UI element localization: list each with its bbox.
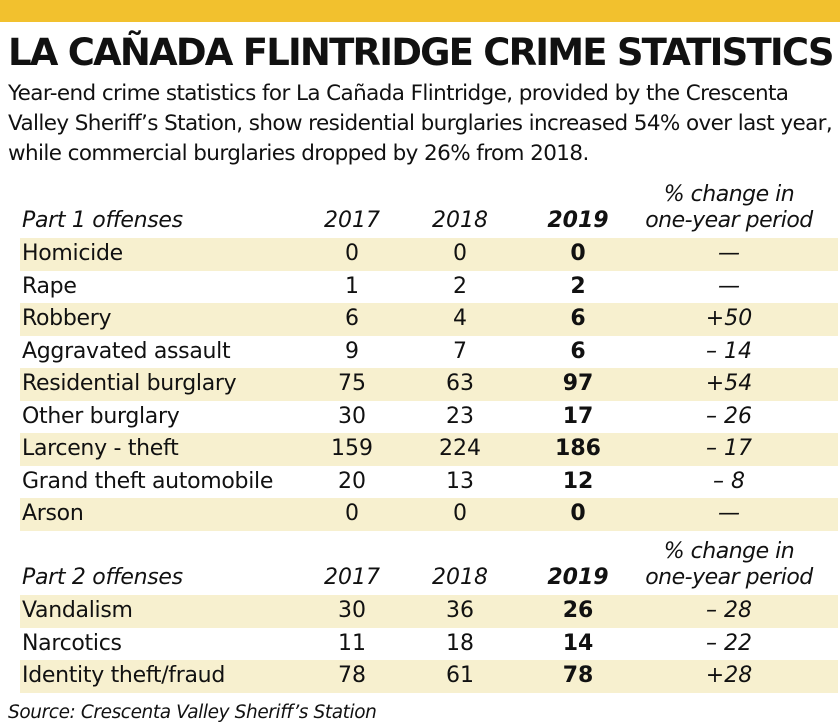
value-percent-change: – 22 [706,630,752,656]
value-percent-change: +50 [705,306,753,331]
value-2017: 78 [338,663,366,688]
row-label: Grand theft automobile [22,468,274,494]
table-row: Narcotics 11 18 14 – 22 [20,628,838,661]
header-2017: 2017 [324,208,380,233]
value-2017: 75 [338,371,366,396]
value-2019: 6 [570,338,586,364]
value-percent-change: – 14 [706,338,752,364]
value-percent-change: — [718,273,740,299]
row-label: Arson [22,501,84,526]
value-2019: 0 [570,241,586,266]
value-percent-change: – 8 [713,468,745,494]
value-2018: 61 [446,663,474,688]
value-2019: 6 [570,306,586,331]
value-2018: 4 [453,306,467,331]
header-2019: 2019 [547,208,609,233]
source-note: Source: Crescenta Valley Sheriff’s Stati… [8,702,377,723]
value-2019: 26 [562,598,594,623]
value-2017: 1 [345,273,359,299]
value-2018: 2 [453,273,467,299]
value-2017: 0 [345,501,359,526]
value-2017: 20 [338,468,366,494]
header-2019: 2019 [547,565,609,590]
value-2017: 9 [345,338,359,364]
value-2019: 17 [562,403,594,429]
header-label: Part 1 offenses [22,208,183,233]
value-2018: 224 [439,436,481,461]
value-2017: 11 [338,630,366,656]
value-2019: 186 [555,436,601,461]
value-2017: 159 [331,436,373,461]
table-row: Arson 0 0 0 — [20,498,838,531]
accent-bar [0,0,840,22]
value-percent-change: – 26 [706,403,752,429]
row-label: Larceny - theft [22,436,179,461]
row-label: Vandalism [22,598,133,623]
value-2019: 97 [562,371,594,396]
value-percent-change: – 17 [706,436,752,461]
part2-table: Part 2 offenses 2017 2018 2019 % change in on… [20,531,838,693]
row-label: Aggravated assault [22,338,231,364]
value-2019: 14 [562,630,594,656]
value-2017: 30 [338,403,366,429]
value-percent-change: — [718,241,740,266]
header-label: Part 2 offenses [22,565,183,590]
value-2018: 7 [453,338,467,364]
row-label: Robbery [22,306,112,331]
page-title: LA CAÑADA FLINTRIDGE CRIME STATISTICS [8,31,835,74]
table-row: Larceny - theft 159 224 186 – 17 [20,433,838,466]
table-row: Other burglary 30 23 17 – 26 [20,401,838,434]
value-2018: 0 [453,501,467,526]
value-2019: 12 [562,468,594,494]
header-2018: 2018 [432,208,488,233]
row-label: Other burglary [22,403,180,429]
value-2019: 0 [570,501,586,526]
row-label: Homicide [22,241,123,266]
value-2018: 36 [446,598,474,623]
value-percent-change: – 28 [706,598,752,623]
value-2018: 63 [446,371,474,396]
value-2017: 0 [345,241,359,266]
header-percent-change-line1: % change in [663,182,795,207]
table-header: Part 2 offenses 2017 2018 2019 % change in on… [20,531,838,595]
row-label: Identity theft/fraud [22,663,225,688]
value-percent-change: +28 [705,663,753,688]
header-2017: 2017 [324,565,380,590]
table-row: Robbery 6 4 6 +50 [20,303,838,336]
value-percent-change: +54 [705,371,753,396]
value-2019: 78 [562,663,594,688]
table-row: Homicide 0 0 0 — [20,238,838,271]
table-row: Residential burglary 75 63 97 +54 [20,368,838,401]
value-2018: 13 [446,468,474,494]
header-percent-change-line2: one-year period [645,565,813,590]
value-2018: 0 [453,241,467,266]
header-2018: 2018 [432,565,488,590]
value-percent-change: — [718,501,740,526]
value-2017: 30 [338,598,366,623]
header-percent-change: % change in one-year period [630,539,828,591]
row-label: Narcotics [22,630,122,656]
header-percent-change-line2: one-year period [645,208,813,233]
table-header: Part 1 offenses 2017 2018 2019 % change in on… [20,174,838,238]
row-label: Residential burglary [22,371,237,396]
page-subtitle: Year-end crime statistics for La Cañada … [8,81,833,166]
value-2018: 18 [446,630,474,656]
table-row: Vandalism 30 36 26 – 28 [20,595,838,628]
value-2019: 2 [570,273,586,299]
table-row: Aggravated assault 9 7 6 – 14 [20,336,838,369]
part1-table: Part 1 offenses 2017 2018 2019% change in on… [20,174,838,531]
value-2017: 6 [345,306,359,331]
row-label: Rape [22,273,77,299]
table-row: Grand theft automobile 20 13 12 – 8 [20,466,838,499]
table-row: Rape 1 2 2 — [20,271,838,304]
table-row: Identity theft/fraud 78 61 78 +28 [20,660,838,693]
header-percent-change: % change in one-year period [630,182,828,234]
header-percent-change-line1: % change in [663,539,795,564]
value-2018: 23 [446,403,474,429]
